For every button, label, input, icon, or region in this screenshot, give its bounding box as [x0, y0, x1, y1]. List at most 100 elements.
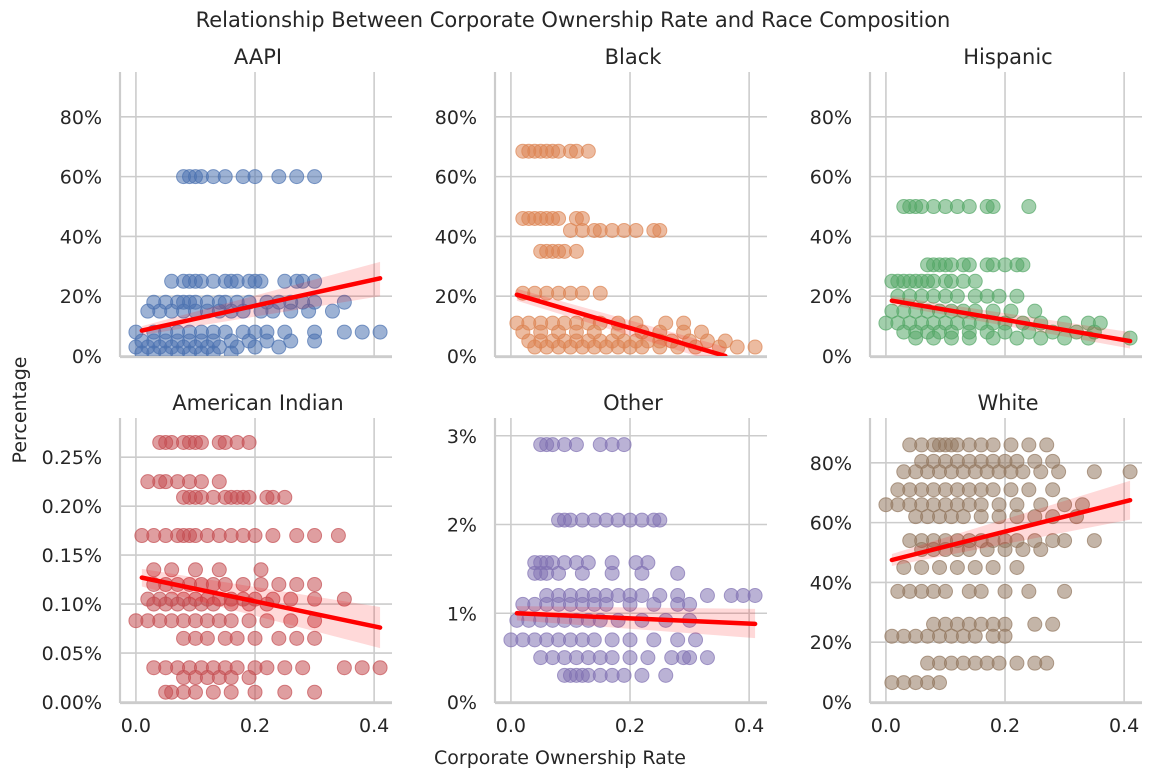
scatter-point	[604, 565, 620, 581]
scatter-point	[354, 660, 370, 676]
scatter-point	[336, 660, 352, 676]
scatter-point	[193, 434, 209, 450]
scatter-point	[1039, 655, 1055, 671]
scatter-point	[271, 576, 287, 592]
scatter-point	[622, 632, 638, 648]
scatter-point	[211, 562, 227, 578]
scatter-point	[628, 222, 644, 238]
scatter-point	[1045, 616, 1061, 632]
panel-black: Black 0% 20% 40% 60% 80%	[435, 45, 767, 368]
scatter-point	[896, 559, 912, 575]
y-tick-label: 20%	[810, 632, 852, 654]
x-tick-label: 0.0	[871, 715, 901, 737]
scatter-point	[1086, 533, 1102, 549]
scatter-point	[658, 667, 674, 683]
scatter-point	[324, 303, 340, 319]
scatter-point	[289, 576, 305, 592]
scatter-point	[729, 339, 745, 355]
scatter-point	[259, 333, 275, 349]
panel-hispanic: Hispanic 0% 20% 40% 60% 80%	[810, 45, 1142, 368]
scatter-point	[967, 628, 983, 644]
scatter-point	[592, 285, 608, 301]
scatter-point	[193, 474, 209, 490]
panel-title-other: Other	[603, 391, 663, 415]
scatter-point	[949, 288, 965, 304]
scatter-series-aapi	[128, 169, 388, 356]
panel-other: Other 0% 1% 2% 3% 0.0 0.2 0.4	[447, 391, 767, 737]
scatter-point	[1033, 330, 1049, 346]
scatter-point	[277, 684, 293, 700]
regression-line	[139, 276, 383, 333]
scatter-point	[1009, 559, 1025, 575]
scatter-point	[295, 660, 311, 676]
x-tick-label: 0.2	[990, 715, 1020, 737]
y-tick-label: 0.15%	[42, 545, 102, 567]
scatter-point	[235, 576, 251, 592]
y-tick-label: 20%	[60, 286, 102, 308]
scatter-point	[598, 596, 614, 612]
regression-line	[889, 497, 1133, 563]
scatter-point	[973, 583, 989, 599]
scatter-point	[283, 591, 299, 607]
scatter-point	[1009, 655, 1025, 671]
scatter-point	[997, 583, 1013, 599]
scatter-point	[991, 655, 1007, 671]
panel-title-aapi: AAPI	[234, 45, 282, 69]
scatter-point	[973, 509, 989, 525]
scatter-point	[1009, 330, 1025, 346]
scatter-point	[1003, 482, 1019, 498]
scatter-point	[985, 199, 1001, 215]
y-tick-label: 3%	[447, 426, 477, 448]
scatter-point	[1051, 464, 1067, 480]
x-tick-label: 0.0	[496, 715, 526, 737]
scatter-point	[247, 528, 263, 544]
scatter-point	[283, 613, 299, 629]
scatter-point	[943, 330, 959, 346]
x-tick-label: 0.2	[615, 715, 645, 737]
y-tick-label: 60%	[435, 167, 477, 189]
scatter-point	[283, 333, 299, 349]
scatter-point	[997, 324, 1013, 340]
scatter-point	[634, 588, 650, 603]
scatter-point	[277, 489, 293, 505]
scatter-point	[259, 660, 275, 676]
scatter-point	[670, 632, 686, 648]
scatter-point	[932, 675, 948, 691]
y-tick-label: 20%	[810, 286, 852, 308]
scatter-point	[307, 591, 323, 607]
x-tick-label: 0.4	[734, 715, 764, 737]
scatter-point	[1122, 464, 1138, 480]
scatter-point	[616, 437, 632, 453]
scatter-point	[336, 324, 352, 340]
scatter-point	[616, 667, 632, 683]
scatter-point	[568, 437, 584, 453]
y-tick-label: 60%	[810, 167, 852, 189]
scatter-point	[223, 670, 239, 686]
chart-title: Relationship Between Corporate Ownership…	[196, 8, 951, 32]
scatter-point	[652, 512, 668, 528]
y-tick-label: 60%	[60, 167, 102, 189]
scatter-point	[307, 630, 323, 646]
scatter-point	[1009, 509, 1025, 525]
scatter-point	[277, 660, 293, 676]
scatter-point	[622, 650, 638, 666]
y-tick-label: 0.20%	[42, 496, 102, 518]
panel-white: White 0% 20% 40% 60% 80% 0.0 0.2 0.4	[810, 391, 1142, 737]
y-tick-label: 0.00%	[42, 692, 102, 714]
y-tick-label: 1%	[447, 603, 477, 625]
scatter-point	[372, 660, 388, 676]
scatter-point	[955, 509, 971, 525]
scatter-point	[259, 613, 275, 629]
scatter-point	[1045, 482, 1061, 498]
y-axis-label: Percentage	[9, 357, 31, 464]
scatter-point	[1021, 437, 1037, 453]
scatter-point	[241, 613, 257, 629]
scatter-point	[634, 565, 650, 581]
scatter-point	[301, 303, 317, 319]
scatter-point	[682, 596, 698, 612]
scatter-point	[699, 333, 715, 349]
scatter-point	[961, 330, 977, 346]
scatter-point	[1015, 542, 1031, 558]
scatter-point	[1021, 199, 1037, 215]
